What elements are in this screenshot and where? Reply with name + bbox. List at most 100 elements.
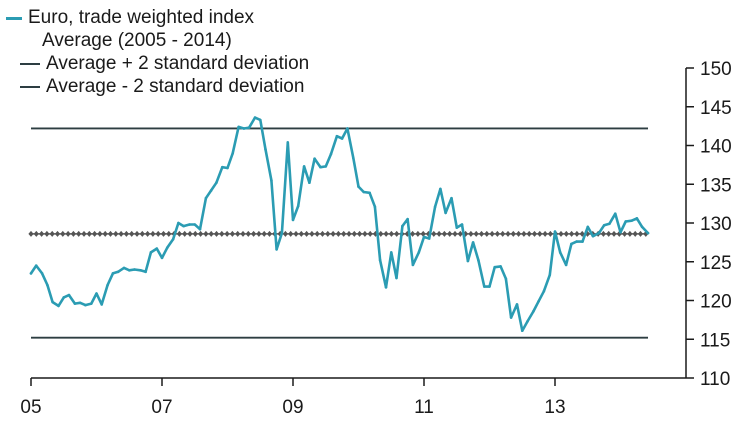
average-marker [213,230,220,237]
average-marker [357,230,363,237]
average-marker [251,230,257,237]
euro-index-point [504,277,508,281]
euro-index-point [526,320,529,323]
average-marker [542,230,548,237]
average-marker [447,230,453,237]
average-marker [129,230,135,237]
legend-label-euro: Euro, trade weighted index [28,7,255,28]
average-marker [606,230,612,237]
average-marker [70,230,76,237]
euro-index-point [78,301,82,305]
average-marker [611,230,617,237]
average-marker [240,230,246,237]
euro-index-point [89,302,93,305]
average-marker [516,230,522,237]
euro-index-point [351,156,355,160]
euro-index-point [542,289,546,293]
average-marker [256,230,262,237]
euro-index-point [450,196,453,200]
average-marker [65,230,71,237]
average-marker [182,230,188,237]
euro-index-point [296,204,300,208]
euro-index-point [630,219,633,222]
euro-index-point [116,270,120,274]
average-marker [118,230,124,237]
average-marker [415,230,421,237]
average-marker [526,230,532,237]
euro-index-point [417,251,421,254]
x-tick-label: 05 [20,397,41,418]
euro-index-point [406,217,409,221]
average-marker [150,230,156,237]
euro-index-point [411,263,415,267]
average-marker [335,230,341,237]
average-marker [500,230,506,237]
euro-index-point [619,231,622,234]
average-marker [627,230,633,237]
average-marker [293,230,299,237]
average-marker [33,230,39,237]
average-marker [235,230,241,237]
euro-index-point [280,231,284,235]
average-marker [49,230,55,237]
euro-index-point [373,205,377,209]
y-tick-label: 135 [700,175,732,196]
average-marker [510,230,516,237]
euro-index-point [581,240,584,243]
average-marker [198,230,204,237]
euro-index-point [100,303,104,306]
average-marker [489,230,495,237]
average-marker [531,230,538,237]
euro-index-point [127,268,131,272]
euro-index-point [165,246,169,250]
average-marker [187,230,193,237]
euro-index-point [308,181,311,184]
euro-index-point [384,286,388,289]
euro-index-point [264,148,267,151]
euro-index-point [548,273,552,277]
average-marker [86,230,92,237]
euro-index-point [106,283,109,287]
x-tick-label: 13 [544,397,565,418]
y-tick-label: 150 [700,59,732,80]
average-marker [155,230,161,237]
average-marker [97,230,103,237]
average-marker [431,230,437,237]
average-marker [622,230,628,237]
euro-index-point [133,268,136,271]
euro-index-point [422,235,426,239]
euro-index-point [291,218,295,222]
euro-index-point [253,116,257,119]
average-marker [134,230,140,237]
euro-index-point [499,265,502,268]
average-marker [362,230,368,237]
average-marker [107,230,114,237]
average-marker [113,230,119,237]
euro-index-point [477,258,480,262]
euro-index-point [198,227,202,231]
legend-swatch-lower [20,86,40,88]
euro-index-point [466,259,470,263]
average-marker [494,230,500,237]
average-marker [145,230,151,237]
average-marker [304,230,310,237]
euro-index-point [602,224,606,227]
euro-index-point [46,283,49,287]
euro-index-point [242,127,246,130]
average-marker [420,230,426,237]
euro-index-point [575,240,578,243]
euro-index-point [558,251,562,254]
average-marker [478,230,485,237]
average-marker [81,230,87,237]
euro-index-point [324,165,328,168]
euro-index-point [335,134,339,138]
euro-index-point [209,189,213,192]
x-tick-label: 07 [151,397,172,418]
euro-index-point [286,141,290,144]
average-marker [44,230,50,237]
euro-index-point [537,299,540,303]
euro-index-point [640,225,644,229]
euro-index-point [509,316,513,319]
euro-index-point [570,242,573,246]
average-marker [139,230,145,237]
